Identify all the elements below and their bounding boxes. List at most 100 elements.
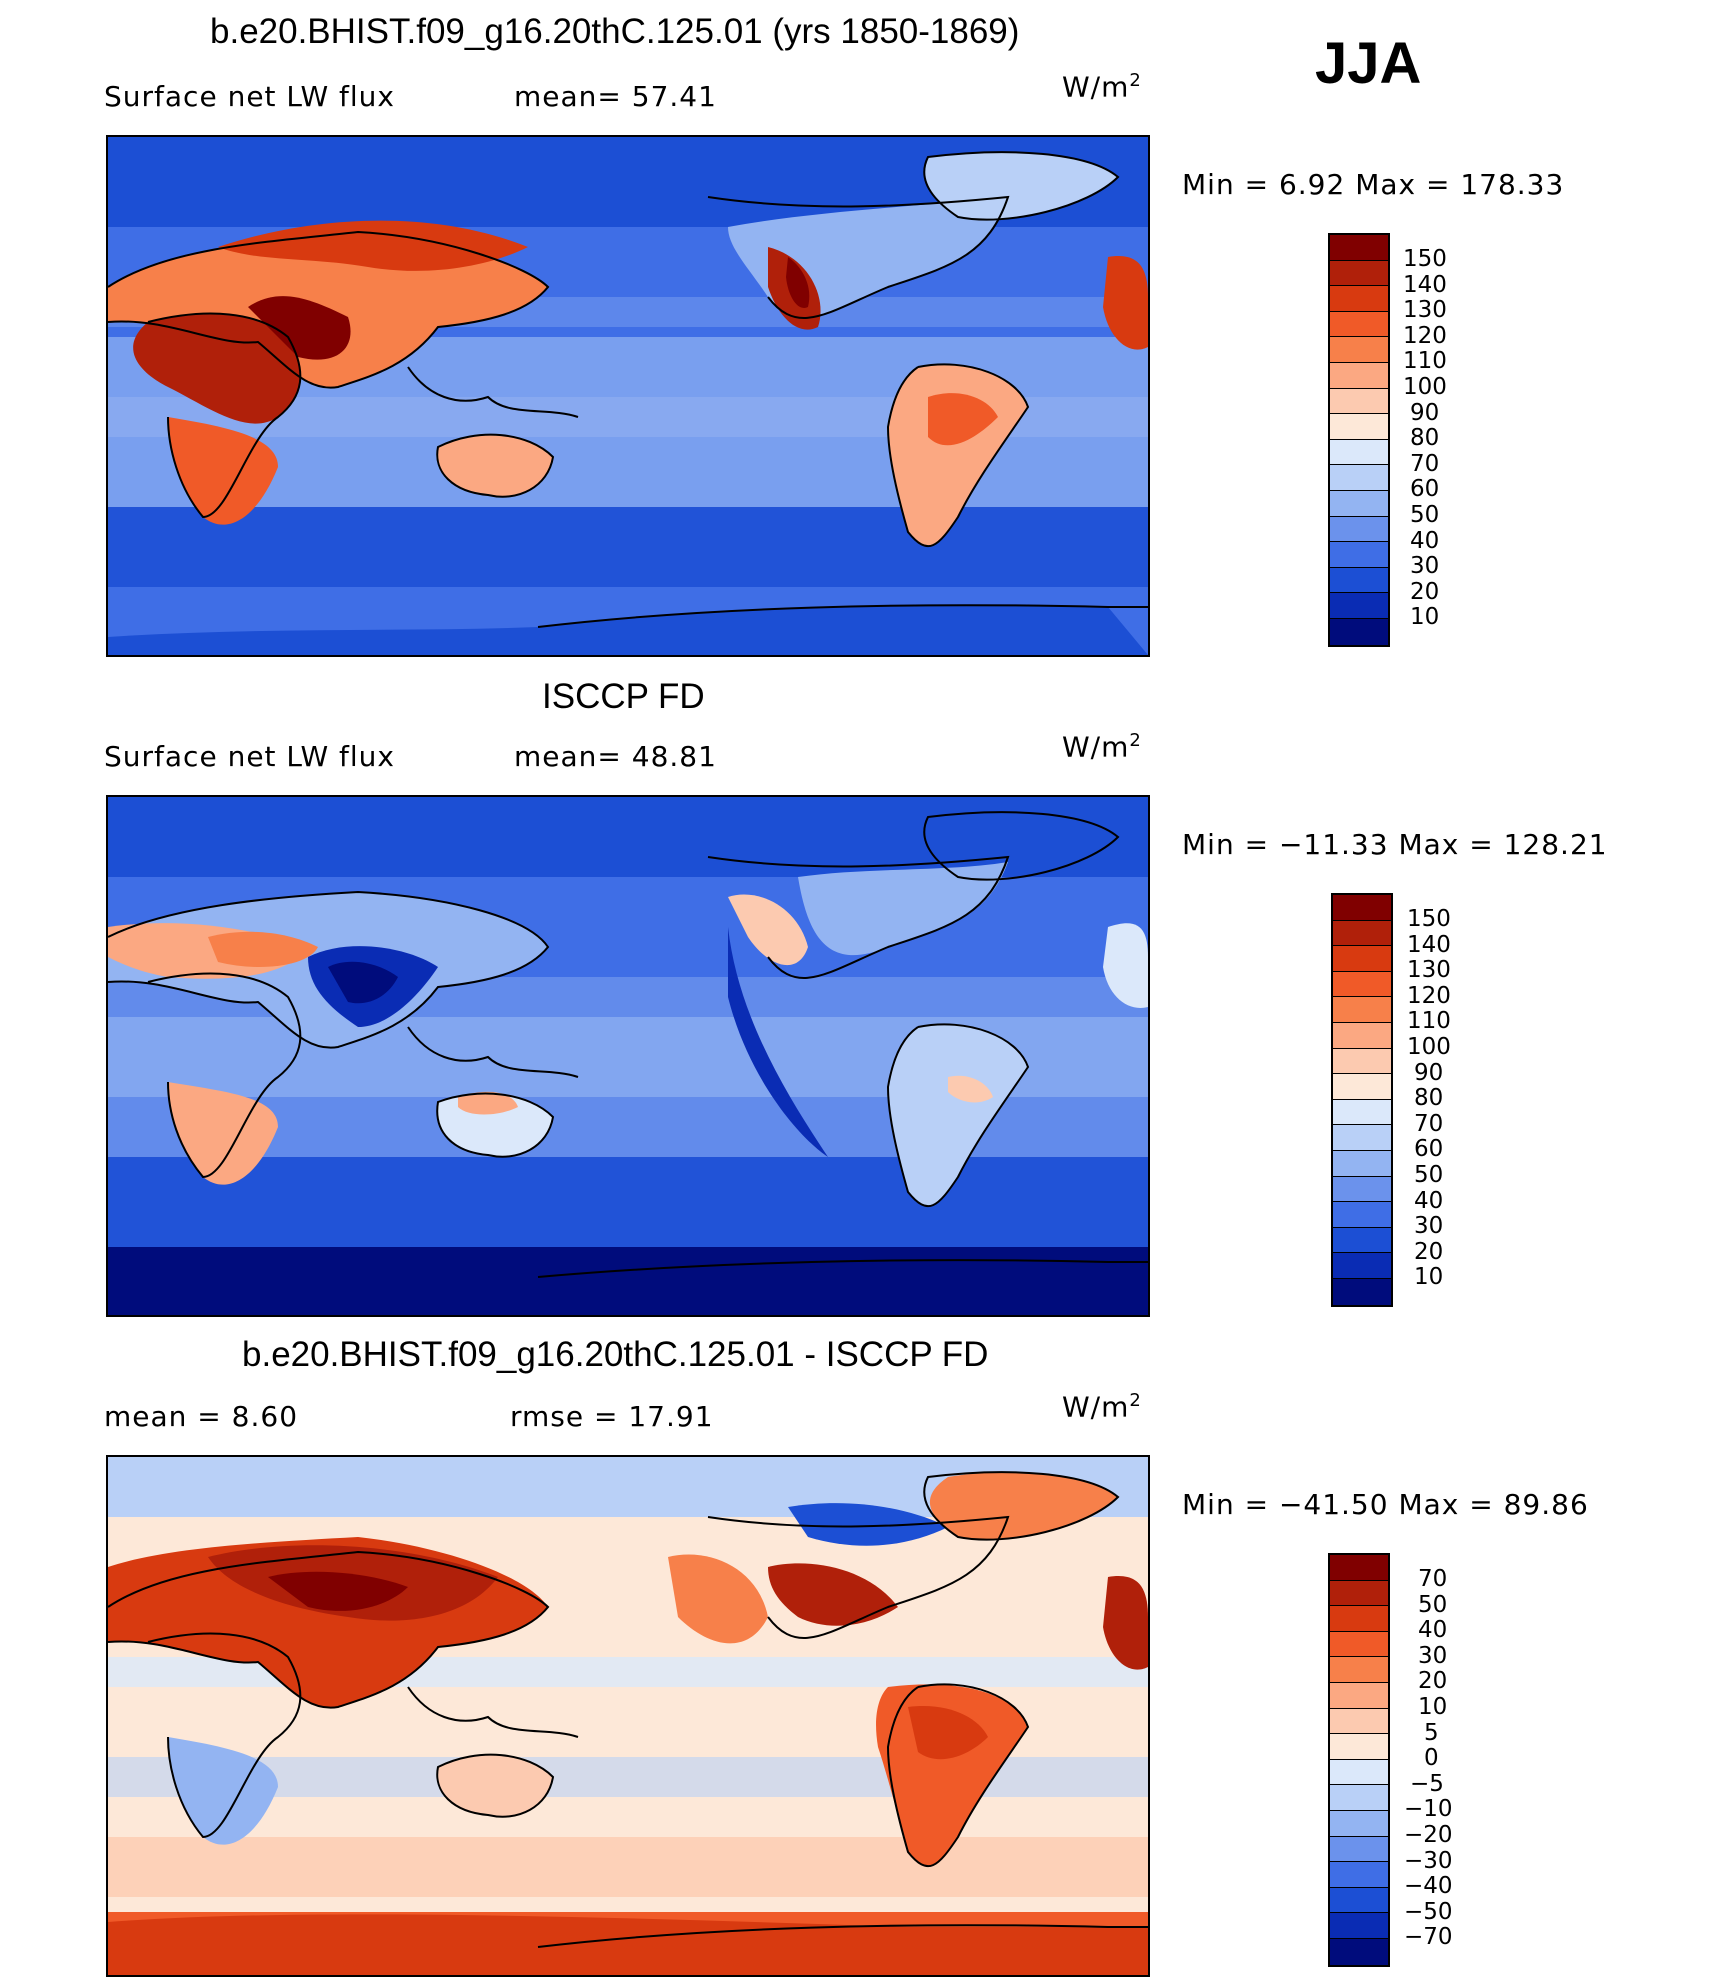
colorbar-swatch: [1330, 1606, 1388, 1632]
colorbar-swatch: [1330, 1555, 1388, 1581]
colorbar-swatch: [1330, 1785, 1388, 1811]
colorbar-tick-label: 60: [1414, 1136, 1444, 1162]
colorbar-swatch: [1330, 516, 1388, 543]
panel2-variable-label: Surface net LW flux: [104, 740, 395, 773]
panel3-colorbar: [1328, 1553, 1390, 1967]
colorbar-swatch: [1333, 1074, 1391, 1100]
colorbar-swatch: [1333, 971, 1391, 998]
colorbar-swatch: [1330, 1734, 1388, 1760]
panel2-map: [106, 795, 1150, 1317]
colorbar-swatch: [1333, 1202, 1391, 1228]
colorbar-tick-label: 20: [1414, 1239, 1444, 1265]
colorbar-tick-label: 130: [1403, 297, 1447, 323]
colorbar-tick-label: −20: [1404, 1822, 1453, 1848]
panel1-unit-label: W/m2: [1062, 70, 1142, 104]
colorbar-tick-label: 50: [1418, 1592, 1448, 1618]
colorbar-swatch: [1330, 1862, 1388, 1888]
colorbar-tick-label: 70: [1410, 451, 1440, 477]
colorbar-swatch: [1333, 1227, 1391, 1254]
colorbar-tick-label: 10: [1414, 1264, 1444, 1290]
colorbar-tick-label: 120: [1403, 323, 1447, 349]
colorbar-swatch: [1330, 567, 1388, 594]
colorbar-swatch: [1330, 1810, 1388, 1837]
colorbar-swatch: [1330, 286, 1388, 312]
colorbar-tick-label: 150: [1407, 906, 1451, 932]
colorbar-swatch: [1333, 1253, 1391, 1279]
colorbar-tick-label: 50: [1414, 1162, 1444, 1188]
panel2-unit-label: W/m2: [1062, 730, 1142, 764]
colorbar-tick-label: 30: [1410, 553, 1440, 579]
colorbar-tick-label: 0: [1424, 1745, 1439, 1771]
colorbar-tick-label: 150: [1403, 246, 1447, 272]
colorbar-tick-label: 130: [1407, 957, 1451, 983]
colorbar-tick-label: 110: [1407, 1008, 1451, 1034]
colorbar-swatch: [1333, 1099, 1391, 1126]
colorbar-swatch: [1333, 895, 1391, 921]
colorbar-swatch: [1330, 1836, 1388, 1863]
panel3-minmax: Min = −41.50 Max = 89.86: [1182, 1488, 1589, 1521]
colorbar-swatch: [1330, 1580, 1388, 1607]
panel1-colorbar: [1328, 233, 1390, 647]
colorbar-tick-label: 30: [1418, 1643, 1448, 1669]
colorbar-tick-label: 70: [1418, 1566, 1448, 1592]
colorbar-swatch: [1330, 465, 1388, 491]
panel3-map: [106, 1455, 1150, 1977]
colorbar-tick-label: 90: [1410, 400, 1440, 426]
colorbar-swatch: [1330, 1708, 1388, 1735]
colorbar-tick-label: −70: [1404, 1924, 1453, 1950]
colorbar-tick-label: 40: [1418, 1617, 1448, 1643]
colorbar-tick-label: 20: [1418, 1668, 1448, 1694]
colorbar-swatch: [1330, 439, 1388, 466]
colorbar-swatch: [1330, 337, 1388, 363]
colorbar-tick-label: 120: [1407, 983, 1451, 1009]
colorbar-swatch: [1330, 362, 1388, 389]
colorbar-tick-label: 140: [1407, 932, 1451, 958]
colorbar-swatch: [1333, 946, 1391, 972]
colorbar-tick-label: 100: [1407, 1034, 1451, 1060]
panel3-unit-label: W/m2: [1062, 1390, 1142, 1424]
colorbar-tick-label: −5: [1410, 1771, 1444, 1797]
season-label: JJA: [1315, 31, 1422, 96]
colorbar-tick-label: 70: [1414, 1111, 1444, 1137]
colorbar-swatch: [1330, 1938, 1388, 1965]
colorbar-tick-label: −30: [1404, 1848, 1453, 1874]
colorbar-swatch: [1330, 388, 1388, 415]
colorbar-swatch: [1333, 1278, 1391, 1305]
colorbar-tick-label: 30: [1414, 1213, 1444, 1239]
colorbar-swatch: [1330, 593, 1388, 619]
panel2-minmax: Min = −11.33 Max = 128.21: [1182, 828, 1608, 861]
panel2-title: ISCCP FD: [542, 677, 705, 716]
colorbar-tick-label: 40: [1410, 528, 1440, 554]
colorbar-swatch: [1330, 1631, 1388, 1658]
colorbar-tick-label: 60: [1410, 476, 1440, 502]
colorbar-swatch: [1330, 618, 1388, 645]
colorbar-tick-label: 50: [1410, 502, 1440, 528]
panel2-colorbar: [1331, 893, 1393, 1307]
colorbar-tick-label: 80: [1410, 425, 1440, 451]
colorbar-tick-label: 100: [1403, 374, 1447, 400]
colorbar-swatch: [1333, 1022, 1391, 1049]
colorbar-swatch: [1330, 311, 1388, 338]
colorbar-swatch: [1333, 997, 1391, 1023]
colorbar-tick-label: 10: [1418, 1694, 1448, 1720]
panel1-map-field: [108, 137, 1148, 655]
colorbar-swatch: [1333, 1176, 1391, 1203]
colorbar-swatch: [1330, 1657, 1388, 1683]
colorbar-tick-label: −40: [1404, 1873, 1453, 1899]
colorbar-swatch: [1333, 920, 1391, 947]
colorbar-tick-label: 10: [1410, 604, 1440, 630]
colorbar-tick-label: 5: [1424, 1720, 1439, 1746]
panel2-mean-label: mean= 48.81: [514, 740, 717, 773]
colorbar-tick-label: 110: [1403, 348, 1447, 374]
panel3-mean-label: mean = 8.60: [104, 1400, 299, 1433]
panel1-map: [106, 135, 1150, 657]
colorbar-tick-label: 20: [1410, 579, 1440, 605]
panel2-map-field: [108, 797, 1148, 1315]
colorbar-tick-label: 90: [1414, 1060, 1444, 1086]
colorbar-swatch: [1330, 1682, 1388, 1709]
panel3-map-field: [108, 1457, 1148, 1975]
panel1-mean-label: mean= 57.41: [514, 80, 717, 113]
panel1-minmax: Min = 6.92 Max = 178.33: [1182, 168, 1565, 201]
colorbar-swatch: [1330, 1913, 1388, 1939]
colorbar-tick-label: 80: [1414, 1085, 1444, 1111]
